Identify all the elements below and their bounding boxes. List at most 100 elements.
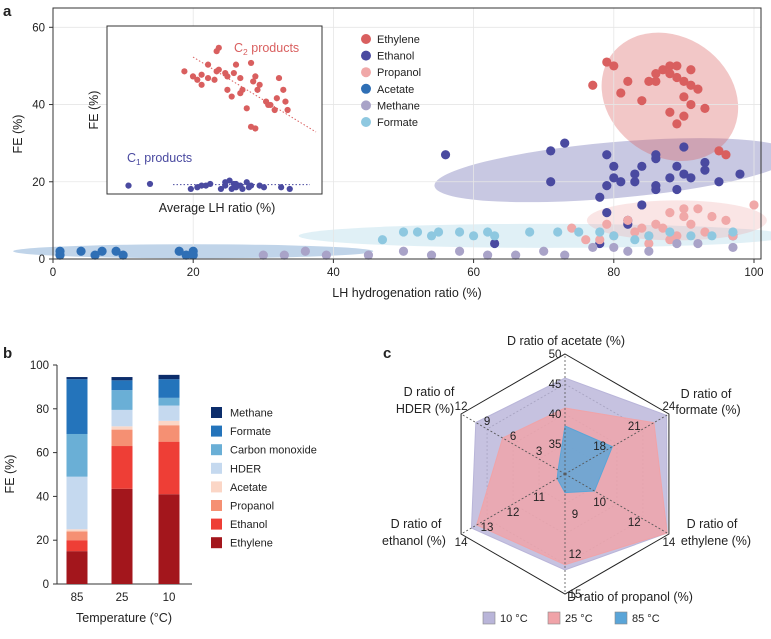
x-tick-label: 100 — [744, 267, 763, 279]
ethanol-point — [546, 177, 556, 187]
x-tick-label: 0 — [50, 267, 56, 279]
inset-c2-products-point — [232, 61, 240, 68]
inset-c2-products-point — [215, 66, 222, 73]
formate-point — [454, 227, 465, 237]
formate-point — [686, 231, 696, 241]
ethylene-point — [658, 65, 668, 75]
axis-label-hder-1: D ratio of — [404, 385, 455, 399]
formate-point — [525, 227, 535, 237]
inset-c2-products-point — [284, 106, 291, 114]
methane-point — [426, 250, 437, 260]
ethanol-point — [700, 157, 710, 168]
ethylene-point — [623, 76, 633, 86]
propanol-point — [672, 231, 682, 241]
methane-point — [644, 246, 654, 256]
inset-c2-products-point — [194, 76, 201, 83]
ethanol-point — [630, 177, 640, 187]
inset-c2-products-point — [215, 44, 222, 51]
inset-y-axis-label: FE (%) — [87, 91, 101, 130]
methane-point — [623, 246, 633, 256]
bar-segment-propanol — [111, 429, 133, 447]
ethylene-point — [714, 146, 724, 156]
methane-point — [483, 250, 493, 260]
y-axis-label: FE (%) — [3, 455, 17, 494]
inset-c2-products-point — [222, 69, 229, 77]
plot-frame — [52, 7, 762, 260]
propanol-point — [693, 204, 703, 214]
acetate-point — [90, 250, 100, 260]
inset-c2-products-point — [282, 98, 289, 105]
inset-c2-products-point — [252, 125, 259, 132]
bar-segment-acetate — [158, 420, 180, 426]
ethylene-point — [651, 69, 661, 79]
radar-tick-label: 9 — [484, 416, 490, 428]
legend-swatch-acetate — [211, 481, 222, 493]
axis-label-acetate: D ratio of acetate (%) — [507, 334, 625, 348]
propanol-point — [749, 200, 759, 210]
axis-label-ethanol-1: D ratio of — [391, 517, 442, 531]
ethylene-point — [679, 111, 689, 121]
bar-segment-formate — [111, 380, 133, 391]
x-tick-label: 20 — [187, 267, 200, 279]
inset-c2-products-point — [267, 101, 274, 109]
methane-point — [279, 250, 289, 260]
ethanol-point — [651, 184, 661, 195]
bar-segment-methane — [111, 377, 133, 381]
radar-outer-ring — [460, 353, 670, 595]
methane-point — [511, 250, 521, 260]
inset-c2-products-point — [211, 76, 218, 83]
acetate-point — [111, 246, 121, 256]
methane-point — [588, 242, 598, 253]
bar-segment-acetate — [111, 426, 133, 430]
legend-swatch-25-c — [547, 611, 561, 625]
bar-segment-propanol — [158, 425, 180, 442]
methane-point — [321, 250, 331, 260]
ethanol-point — [672, 184, 682, 195]
propanol-point — [602, 219, 612, 229]
legend-swatch-hder — [211, 462, 222, 474]
ethanol-point — [686, 173, 696, 183]
formate-point — [468, 231, 479, 241]
bar-segment-hder — [111, 409, 133, 427]
inset-c2-products-point — [204, 61, 212, 68]
formate-point — [595, 227, 605, 237]
inset-c1-products-point — [146, 180, 154, 188]
ethylene-point — [672, 72, 682, 83]
bars — [66, 374, 180, 584]
legend-label-10-c: 10 °C — [500, 613, 528, 625]
propanol-point — [630, 227, 640, 237]
ethylene-point — [602, 57, 612, 67]
ethylene-point — [644, 76, 654, 86]
radar-tick-label: 14 — [663, 537, 676, 549]
panel-a-letter: a — [3, 3, 12, 20]
ethanol-point — [490, 238, 500, 249]
propanol-point — [623, 215, 633, 225]
radar-tick-label: 12 — [507, 507, 520, 519]
radar-tick-label: 11 — [533, 492, 545, 504]
propanol-point — [707, 211, 717, 222]
ethanol-point — [616, 177, 626, 187]
y-tick-label: 0 — [43, 579, 49, 591]
acetate-point — [55, 250, 65, 260]
inset-c2-products-point — [239, 86, 246, 93]
radar-tick-label: 21 — [628, 421, 641, 433]
inset-c1-products-point — [226, 177, 233, 184]
formate-point — [412, 227, 423, 237]
propanol-point — [665, 208, 675, 218]
inset-c2-products-point — [204, 74, 212, 82]
legend-label-85-c: 85 °C — [632, 613, 660, 625]
c2-trend-line — [192, 56, 317, 133]
bar-axes: 0 20 40 60 80 100 85 25 10 — [30, 360, 192, 604]
ethylene-point — [672, 119, 682, 129]
bar-segment-ethylene — [158, 494, 180, 584]
propanol-point — [637, 223, 647, 233]
inset-c2-products-point — [189, 73, 197, 80]
legend-label-propanol: Propanol — [230, 501, 274, 513]
methane-point — [609, 242, 619, 253]
methane-point — [539, 246, 549, 256]
legend-swatch-formate — [211, 425, 222, 437]
acetate-point — [118, 250, 128, 260]
formate-point — [707, 231, 717, 241]
methane-point — [363, 250, 374, 260]
inset-c2-products-point — [271, 106, 278, 114]
